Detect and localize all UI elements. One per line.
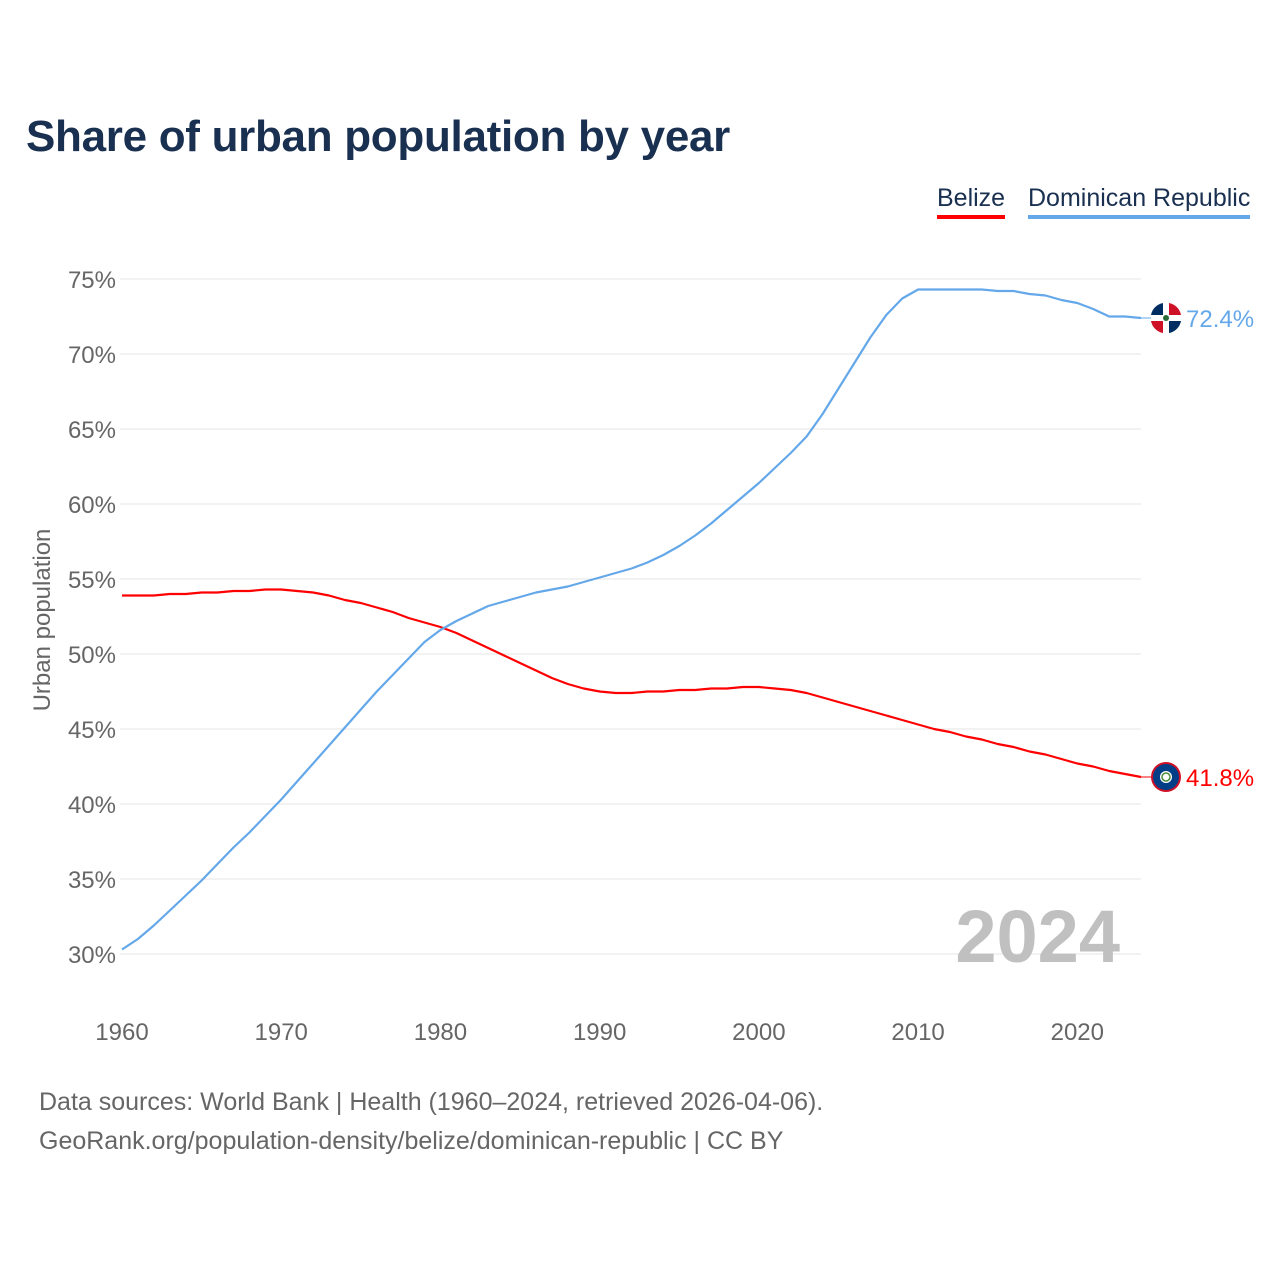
attribution-link[interactable]: GeoRank.org/population-density/belize/do… <box>39 1127 784 1155</box>
x-tick-label: 2000 <box>732 1019 785 1046</box>
y-tick-label: 35% <box>68 867 116 894</box>
x-tick-label: 1990 <box>573 1019 626 1046</box>
y-tick-label: 30% <box>68 942 116 969</box>
x-tick-label: 2010 <box>891 1019 944 1046</box>
y-tick-label: 60% <box>68 492 116 519</box>
year-label: 2024 <box>955 895 1120 978</box>
y-tick-label: 75% <box>68 267 116 294</box>
legend-item-dominican-republic[interactable]: Dominican Republic <box>1028 184 1251 219</box>
data-sources: Data sources: World Bank | Health (1960–… <box>39 1088 824 1116</box>
x-tick-label: 1980 <box>414 1019 467 1046</box>
y-axis-label: Urban population <box>29 529 56 712</box>
legend-item-belize[interactable]: Belize <box>937 184 1006 219</box>
belize-flag-icon <box>1151 762 1181 792</box>
end-value-label: 41.8% <box>1186 765 1254 792</box>
x-tick-label: 1960 <box>95 1019 148 1046</box>
series-line-dominican-republic <box>121 288 1142 951</box>
y-tick-label: 45% <box>68 717 116 744</box>
y-tick-label: 65% <box>68 417 116 444</box>
chart-title: Share of urban population by year <box>26 112 730 161</box>
x-tick-label: 2020 <box>1051 1019 1104 1046</box>
y-tick-label: 40% <box>68 792 116 819</box>
y-tick-label: 55% <box>68 567 116 594</box>
y-tick-label: 50% <box>68 642 116 669</box>
end-value-label: 72.4% <box>1186 306 1254 333</box>
y-tick-label: 70% <box>68 342 116 369</box>
series-line-belize <box>122 588 1142 779</box>
x-tick-label: 1970 <box>255 1019 308 1046</box>
dominican-republic-flag-icon <box>1151 303 1181 333</box>
